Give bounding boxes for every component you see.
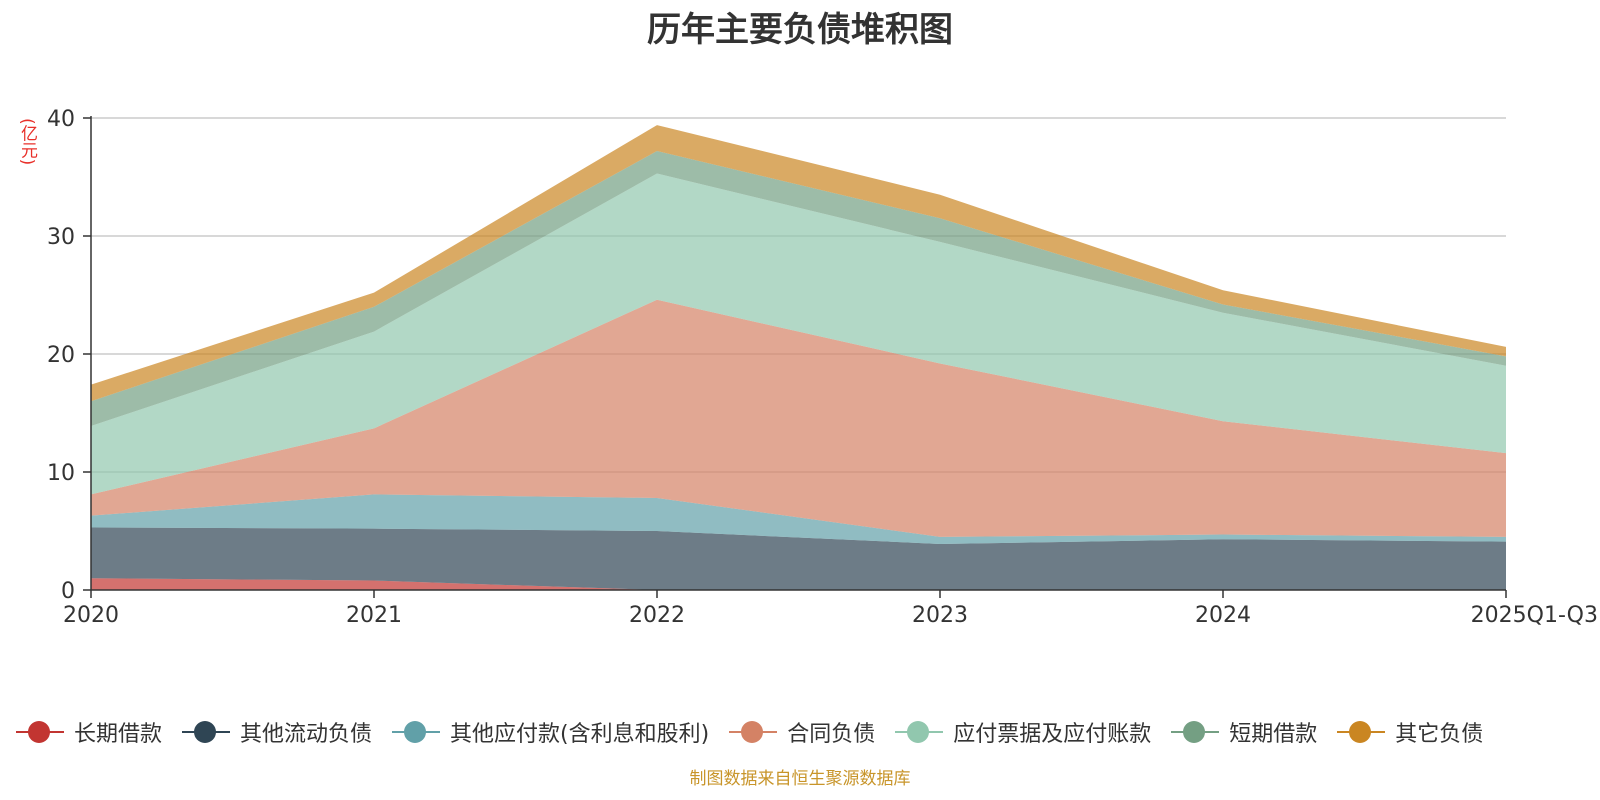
legend-marker <box>14 720 66 744</box>
legend-item-1[interactable]: 长期借款 <box>14 716 162 748</box>
area-series-7 <box>91 125 1506 402</box>
legend-label: 长期借款 <box>74 722 163 747</box>
legend-marker <box>893 720 945 744</box>
legend-item-2[interactable]: 其他流动负债 <box>180 716 372 748</box>
x-tick-label: 2025Q1-Q3 <box>1471 603 1598 628</box>
legend-item-5[interactable]: 应付票据及应付账款 <box>893 716 1151 748</box>
legend-item-3[interactable]: 其他应付款(含利息和股利) <box>390 716 709 748</box>
legend-marker <box>390 720 442 744</box>
axes: 0 10 20 30 40 2020 2021 2022 2023 2024 2025Q1-Q3 <box>47 107 1598 628</box>
legend-item-6[interactable]: 短期借款 <box>1169 716 1317 748</box>
legend: 长期借款 其他流动负债 其他应付款(含利息和股利) 合同负债 应付票据及应付账款 短期借款… <box>14 716 1501 748</box>
source-note: 制图数据来自恒生聚源数据库 <box>689 769 911 789</box>
x-tick-label: 2023 <box>912 603 968 628</box>
area-series-2 <box>91 527 1506 590</box>
y-tick-label: 40 <box>47 107 75 132</box>
x-tick-label: 2021 <box>346 603 402 628</box>
legend-label: 其他流动负债 <box>240 722 373 747</box>
y-tick-label: 20 <box>47 343 75 368</box>
legend-marker <box>1169 720 1221 744</box>
area-series-6 <box>91 151 1506 426</box>
legend-marker <box>727 720 779 744</box>
y-tick-label: 30 <box>47 225 75 250</box>
legend-label: 合同负债 <box>787 722 876 747</box>
area-series-3 <box>91 494 1506 544</box>
chart-title: 历年主要负债堆积图 <box>647 10 953 50</box>
y-tick-label: 10 <box>47 461 75 486</box>
legend-label: 短期借款 <box>1229 722 1318 747</box>
area-series-4 <box>91 299 1506 537</box>
legend-marker <box>1335 720 1387 744</box>
y-axis-unit-label: (亿元) <box>17 118 37 166</box>
area-series-1 <box>91 578 1506 590</box>
y-tick-label: 0 <box>61 579 75 604</box>
x-tick-label: 2020 <box>63 603 119 628</box>
area-series <box>91 125 1506 590</box>
legend-marker <box>180 720 232 744</box>
legend-label: 其它负债 <box>1395 722 1484 747</box>
legend-label: 其他应付款(含利息和股利) <box>450 722 710 747</box>
x-tick-label: 2024 <box>1195 603 1251 628</box>
legend-item-4[interactable]: 合同负债 <box>727 716 875 748</box>
legend-label: 应付票据及应付账款 <box>953 722 1152 747</box>
area-series-5 <box>91 173 1506 495</box>
legend-item-7[interactable]: 其它负债 <box>1335 716 1483 748</box>
x-tick-label: 2022 <box>629 603 685 628</box>
